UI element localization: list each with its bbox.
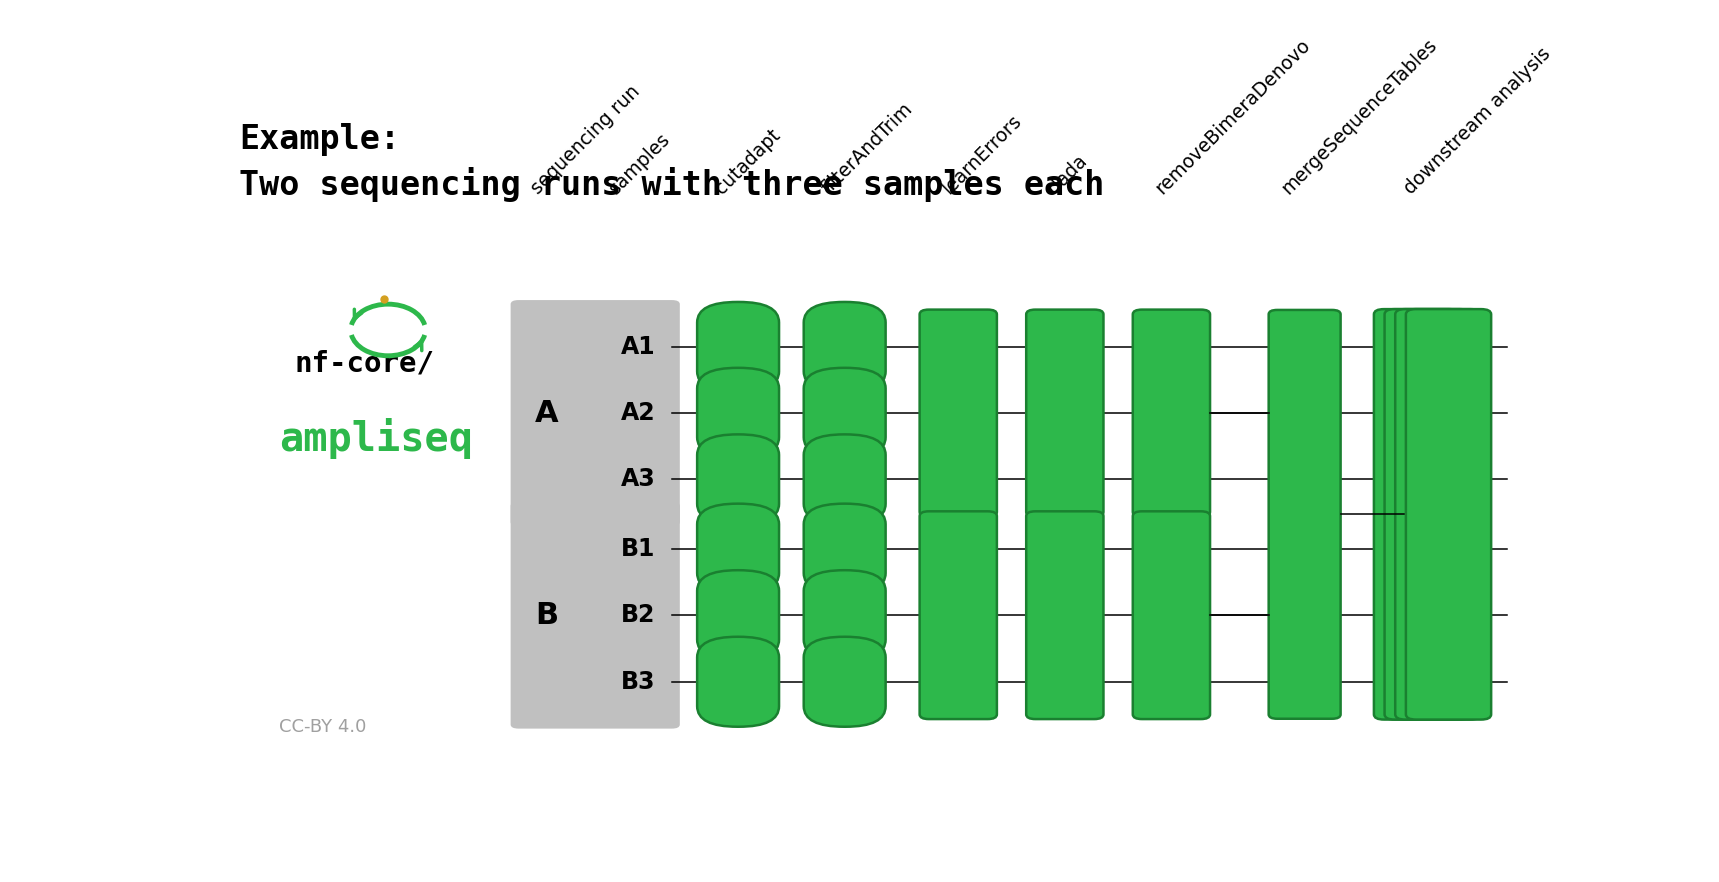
FancyBboxPatch shape (698, 570, 779, 661)
Text: B1: B1 (621, 536, 655, 561)
FancyBboxPatch shape (804, 504, 885, 594)
FancyBboxPatch shape (804, 302, 885, 392)
Text: B2: B2 (621, 603, 655, 627)
Text: Two sequencing runs with three samples each: Two sequencing runs with three samples e… (239, 167, 1104, 202)
FancyBboxPatch shape (920, 310, 997, 517)
FancyBboxPatch shape (1133, 512, 1210, 719)
Text: samples: samples (605, 129, 674, 198)
FancyBboxPatch shape (1026, 310, 1104, 517)
Text: dada: dada (1045, 151, 1092, 198)
FancyBboxPatch shape (1133, 310, 1210, 517)
FancyBboxPatch shape (1384, 309, 1470, 720)
Text: B: B (535, 601, 559, 630)
Text: nf-core/: nf-core/ (296, 350, 435, 377)
Text: downstream analysis: downstream analysis (1401, 43, 1554, 198)
FancyBboxPatch shape (1396, 309, 1480, 720)
Text: CC-BY 4.0: CC-BY 4.0 (278, 718, 366, 736)
Text: mergeSequenceTables: mergeSequenceTables (1277, 34, 1441, 198)
FancyBboxPatch shape (698, 434, 779, 525)
FancyBboxPatch shape (804, 570, 885, 661)
Text: learnErrors: learnErrors (939, 111, 1025, 198)
Text: A2: A2 (621, 400, 657, 425)
FancyBboxPatch shape (698, 302, 779, 392)
FancyBboxPatch shape (1269, 310, 1341, 719)
FancyBboxPatch shape (698, 504, 779, 594)
FancyBboxPatch shape (1026, 512, 1104, 719)
FancyBboxPatch shape (804, 434, 885, 525)
FancyBboxPatch shape (804, 368, 885, 458)
Text: ampliseq: ampliseq (278, 418, 473, 460)
Text: A1: A1 (621, 335, 657, 359)
Text: cutadapt: cutadapt (712, 125, 784, 198)
Text: Example:: Example: (239, 123, 401, 156)
Text: sequencing run: sequencing run (528, 81, 645, 198)
FancyBboxPatch shape (920, 512, 997, 719)
FancyBboxPatch shape (1373, 309, 1459, 720)
FancyBboxPatch shape (511, 502, 679, 729)
Text: filterAndTrim: filterAndTrim (818, 99, 916, 198)
Text: removeBimeraDenovo: removeBimeraDenovo (1152, 35, 1313, 198)
FancyBboxPatch shape (1406, 309, 1490, 720)
FancyBboxPatch shape (698, 637, 779, 727)
Text: A: A (535, 399, 559, 428)
Text: A3: A3 (621, 467, 657, 491)
Text: B3: B3 (621, 669, 655, 694)
FancyBboxPatch shape (698, 368, 779, 458)
FancyBboxPatch shape (804, 637, 885, 727)
FancyBboxPatch shape (511, 300, 679, 527)
